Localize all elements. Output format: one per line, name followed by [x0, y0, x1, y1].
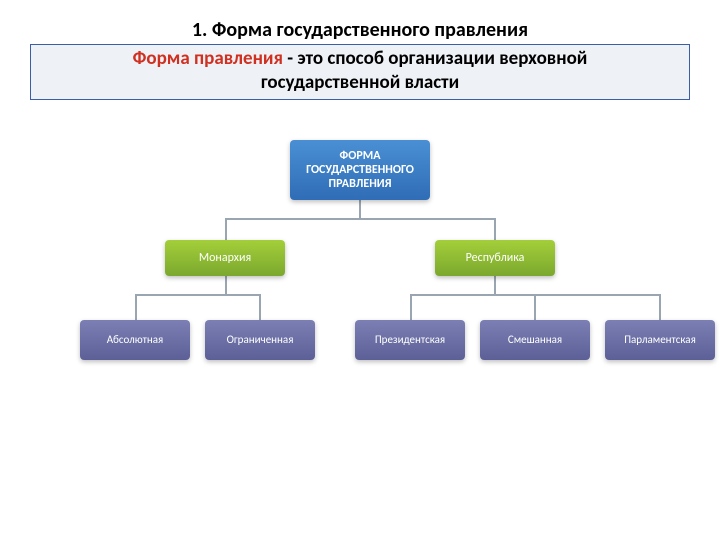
connector [659, 294, 661, 320]
org-tree-diagram: ФОРМА ГОСУДАРСТВЕННОГО ПРАВЛЕНИЯ Монархи… [0, 120, 720, 500]
subtitle-rest1: - это способ организации верховной [283, 47, 587, 70]
connector [359, 200, 361, 218]
connector [225, 218, 227, 240]
node-presidential: Президентская [355, 320, 465, 360]
node-limited: Ограниченная [205, 320, 315, 360]
node-monarchy: Монархия [165, 240, 285, 276]
node-republic: Республика [435, 240, 555, 276]
node-label: Абсолютная [107, 333, 163, 346]
connector [225, 276, 227, 294]
connector [135, 294, 260, 296]
node-absolute: Абсолютная [80, 320, 190, 360]
node-parliamentary: Парламентская [605, 320, 715, 360]
page-title: 1. Форма государственного правления [0, 18, 720, 42]
connector [225, 218, 495, 220]
node-label: Парламентская [624, 333, 696, 346]
subtitle-line2: государственной власти [261, 71, 459, 94]
node-label: Президентская [375, 333, 445, 346]
node-label: Республика [466, 251, 525, 265]
connector [410, 294, 412, 320]
connector [494, 276, 496, 294]
node-label: ФОРМА ГОСУДАРСТВЕННОГО ПРАВЛЕНИЯ [296, 149, 424, 191]
node-label: Смешанная [508, 333, 562, 346]
subtitle-highlight: Форма правления [133, 47, 283, 70]
node-label: Ограниченная [227, 333, 294, 346]
node-label: Монархия [199, 251, 251, 265]
node-root: ФОРМА ГОСУДАРСТВЕННОГО ПРАВЛЕНИЯ [290, 140, 430, 200]
subtitle-box: Форма правления - это способ организации… [30, 44, 690, 100]
connector [494, 218, 496, 240]
connector [534, 294, 536, 320]
connector [259, 294, 261, 320]
node-mixed: Смешанная [480, 320, 590, 360]
connector [135, 294, 137, 320]
